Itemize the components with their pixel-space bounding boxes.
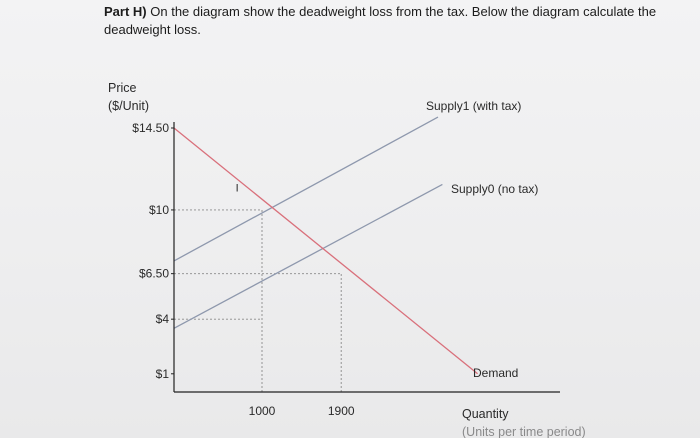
question-text: Part H) On the diagram show the deadweig… xyxy=(104,3,664,39)
axis-ticks: $14.50 $10 $6.50 $4 $1 1000 1900 xyxy=(132,121,355,418)
y-tick-label-1: $10 xyxy=(149,203,169,217)
y-tick-label-0: $14.50 xyxy=(132,121,169,135)
x-axis-title-line2: (Units per time period) xyxy=(462,425,586,438)
y-tick-label-2: $6.50 xyxy=(139,267,169,281)
supply0-line xyxy=(173,183,443,329)
series-label-demand: Demand xyxy=(473,366,518,380)
series-label-supply0: Supply0 (no tax) xyxy=(451,182,538,196)
guide-lines xyxy=(174,209,342,392)
annotation-mark: I xyxy=(236,183,239,195)
chart-series xyxy=(173,116,479,375)
question-part-label: Part H) xyxy=(104,4,147,19)
x-axis-title-line1: Quantity xyxy=(462,407,509,421)
y-tick-label-4: $1 xyxy=(156,367,170,381)
x-tick-label-1: 1900 xyxy=(328,404,355,418)
question-body: On the diagram show the deadweight loss … xyxy=(104,4,657,37)
x-tick-label-0: 1000 xyxy=(249,404,276,418)
demand-line xyxy=(173,127,479,375)
y-axis-title-line2: ($/Unit) xyxy=(108,99,149,113)
y-axis-title-line1: Price xyxy=(108,81,137,95)
series-label-supply1: Supply1 (with tax) xyxy=(426,99,521,113)
supply1-line xyxy=(173,116,439,262)
y-tick-label-3: $4 xyxy=(156,312,170,326)
